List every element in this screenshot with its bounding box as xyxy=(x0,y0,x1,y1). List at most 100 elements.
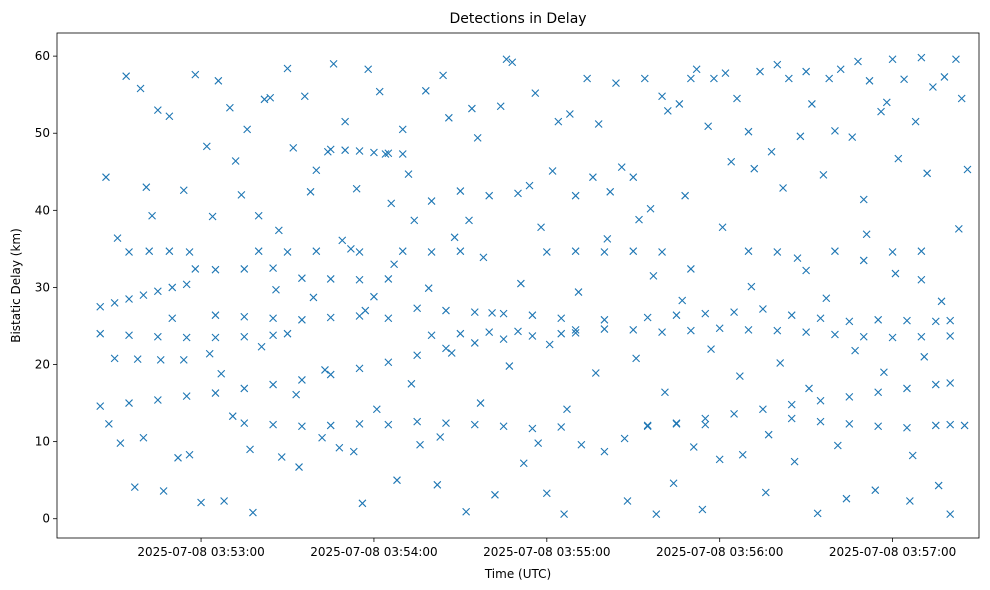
data-point-11-29 xyxy=(545,340,554,349)
data-point-10-16 xyxy=(208,212,217,221)
data-point-10-18 xyxy=(220,497,229,505)
data-point-0-24 xyxy=(816,396,825,405)
data-point-11-57 xyxy=(954,224,963,233)
data-point-11-50 xyxy=(851,346,859,355)
data-point-10-38 xyxy=(335,443,344,452)
data-point-9-10 xyxy=(917,275,926,284)
data-point-5-12 xyxy=(643,421,652,430)
data-point-10-62 xyxy=(473,133,482,142)
data-point-10-30 xyxy=(289,143,298,152)
data-point-7-12 xyxy=(802,328,811,337)
data-point-6-12 xyxy=(557,314,566,323)
data-point-11-40 xyxy=(707,345,715,353)
data-point-11-45 xyxy=(776,359,785,367)
data-point-10-59 xyxy=(456,187,465,195)
data-point-0-12 xyxy=(442,344,450,353)
data-point-10-86 xyxy=(612,79,620,88)
data-point-10-67 xyxy=(502,55,511,64)
data-point-7-7 xyxy=(658,328,666,337)
data-point-11-3 xyxy=(168,314,177,323)
data-point-6-20 xyxy=(816,314,825,323)
data-point-10-135 xyxy=(894,154,903,163)
data-point-4-10 xyxy=(456,247,465,256)
data-point-3-3 xyxy=(179,356,188,364)
data-point-10-46 xyxy=(381,150,390,158)
data-point-10-52 xyxy=(416,440,424,449)
data-point-10-85 xyxy=(606,187,615,196)
data-point-4-11 xyxy=(542,248,551,256)
data-point-10-28 xyxy=(277,453,286,461)
data-point-10-89 xyxy=(629,173,638,182)
x-tick-label-1: 2025-07-08 03:54:00 xyxy=(310,545,437,559)
plot-frame xyxy=(56,32,980,539)
data-point-10-25 xyxy=(260,95,269,104)
data-point-10-3 xyxy=(130,483,139,492)
data-point-4-18 xyxy=(831,247,839,256)
data-point-10-24 xyxy=(254,211,263,220)
data-point-10-127 xyxy=(848,133,857,141)
data-point-10-133 xyxy=(882,98,891,107)
data-point-0-9 xyxy=(355,364,364,373)
data-point-10-61 xyxy=(468,104,476,113)
data-point-10-37 xyxy=(329,59,338,68)
x-tick-label-3: 2025-07-08 03:56:00 xyxy=(656,545,783,559)
data-point-3-1 xyxy=(133,355,142,364)
data-point-8-3 xyxy=(370,148,378,157)
data-point-5-7 xyxy=(442,419,450,428)
y-axis: 0 10 20 30 40 50 60 xyxy=(35,49,57,526)
data-point-10-23 xyxy=(249,508,257,517)
data-point-6-21 xyxy=(845,317,854,326)
data-point-7-17 xyxy=(946,332,955,340)
data-point-10-128 xyxy=(854,57,862,66)
data-point-10-75 xyxy=(548,167,557,175)
data-point-11-52 xyxy=(880,368,888,377)
data-point-10-84 xyxy=(600,447,609,456)
data-point-1-2 xyxy=(125,295,133,303)
data-point-10-143 xyxy=(940,73,949,81)
data-point-4-8 xyxy=(398,247,407,256)
data-point-11-28 xyxy=(534,439,543,448)
data-point-10-132 xyxy=(877,107,885,116)
data-point-10-26 xyxy=(266,93,275,102)
data-point-2-4 xyxy=(211,333,220,342)
data-point-8-2 xyxy=(355,147,364,155)
data-point-10-90 xyxy=(635,215,643,224)
data-point-10-50 xyxy=(404,170,413,178)
data-point-11-51 xyxy=(862,230,871,239)
data-point-4-16 xyxy=(744,247,753,256)
data-point-10-40 xyxy=(346,244,355,253)
data-point-7-8 xyxy=(686,326,695,335)
data-point-6-0 xyxy=(211,311,220,320)
data-point-0-11 xyxy=(413,351,422,360)
data-point-10-20 xyxy=(231,157,240,165)
data-point-6-23 xyxy=(903,316,911,325)
data-point-10-4 xyxy=(136,84,145,93)
data-point-5-21 xyxy=(946,420,955,429)
y-tick-label-6: 60 xyxy=(35,49,50,63)
data-point-10-122 xyxy=(819,170,828,179)
data-point-4-0 xyxy=(125,248,133,256)
data-point-7-15 xyxy=(888,333,897,342)
data-point-2-1 xyxy=(125,331,133,340)
data-point-11-38 xyxy=(678,296,687,305)
data-point-10-31 xyxy=(295,463,303,471)
data-point-4-17 xyxy=(773,248,782,256)
data-point-5-17 xyxy=(845,420,854,428)
data-point-10-95 xyxy=(663,106,672,115)
data-point-10-58 xyxy=(450,233,459,242)
data-point-0-6 xyxy=(269,380,277,389)
data-point-0-4 xyxy=(211,389,220,397)
data-point-0-22 xyxy=(759,405,767,414)
data-point-11-33 xyxy=(603,234,612,243)
data-point-7-16 xyxy=(917,332,926,341)
data-point-11-4 xyxy=(191,265,200,273)
data-point-5-10 xyxy=(528,424,537,433)
data-point-11-54 xyxy=(908,451,917,460)
data-point-10-19 xyxy=(225,103,234,112)
data-point-11-21 xyxy=(436,433,445,441)
data-point-11-17 xyxy=(372,405,381,414)
data-point-7-2 xyxy=(485,328,494,337)
data-point-10-118 xyxy=(796,132,805,141)
data-point-11-53 xyxy=(891,269,900,278)
data-point-7-11 xyxy=(773,326,782,335)
